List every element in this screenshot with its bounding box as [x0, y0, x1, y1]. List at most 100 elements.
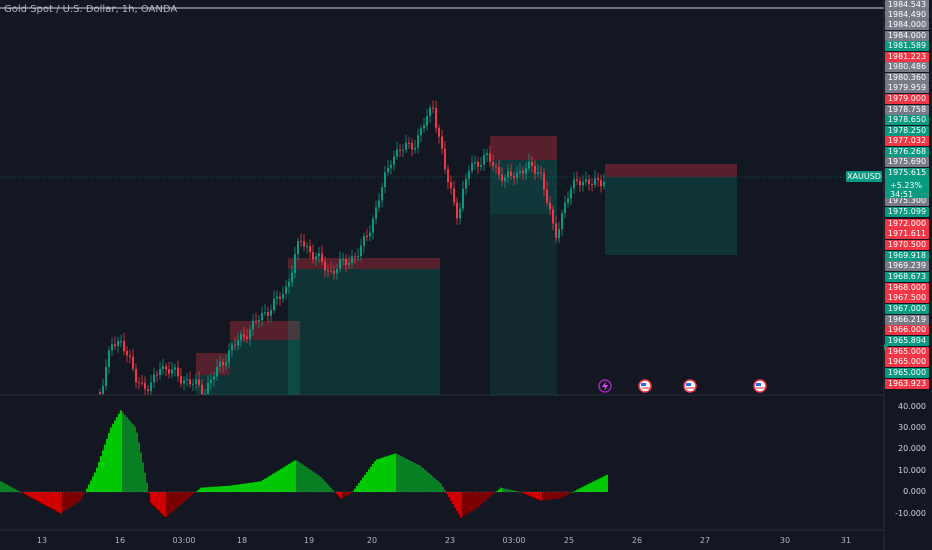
- current-change: +5.23%: [890, 181, 923, 190]
- candle-body: [534, 165, 536, 174]
- oscillator-bar: [486, 492, 488, 500]
- candle-body: [402, 149, 404, 151]
- oscillator-bar: [432, 476, 434, 492]
- position-boxes[interactable]: [196, 136, 737, 395]
- oscillator-bar: [338, 492, 340, 497]
- price-label: 1967.500: [885, 293, 929, 303]
- oscillator-bar: [218, 486, 220, 492]
- oscillator-bar: [598, 478, 600, 492]
- oscillator-bar: [340, 492, 342, 499]
- oscillator-bar: [388, 455, 390, 492]
- oscillator-bar: [266, 477, 268, 492]
- oscillator-bar: [430, 474, 432, 492]
- candle-body: [447, 169, 449, 183]
- current-price-label: 1975.615: [885, 168, 929, 198]
- oscillator-bar: [32, 492, 34, 499]
- oscillator-bar: [150, 492, 152, 503]
- candle-body: [603, 182, 605, 187]
- candle-body: [330, 270, 332, 272]
- candle-body: [108, 350, 110, 367]
- oscillator-bar: [42, 492, 44, 504]
- oscillator-bar: [260, 481, 262, 492]
- oscillator-bar: [488, 492, 490, 499]
- candle-body: [180, 376, 182, 384]
- candle-body: [264, 312, 266, 314]
- price-label: 1975.300: [885, 196, 929, 206]
- us-flag-icon[interactable]: [683, 379, 697, 393]
- oscillator-bar: [446, 492, 448, 494]
- oscillator-bar: [50, 492, 52, 509]
- candle-body: [138, 382, 140, 384]
- oscillator-bar: [474, 492, 476, 510]
- oscillator-bar: [96, 467, 98, 492]
- us-flag-icon[interactable]: [753, 379, 767, 393]
- oscillator-bar: [220, 486, 222, 492]
- candle-body: [198, 379, 200, 385]
- oscillator-bar: [210, 486, 212, 492]
- position-target-zone[interactable]: [196, 375, 230, 395]
- oscillator-bar: [594, 480, 596, 492]
- position-target-zone[interactable]: [490, 214, 557, 395]
- candle-body: [342, 258, 344, 260]
- oscillator-bar: [104, 444, 106, 492]
- oscillator-bar: [166, 492, 168, 517]
- oscillator-bar: [170, 492, 172, 514]
- oscillator-bar: [160, 492, 162, 513]
- candle-body: [471, 163, 473, 171]
- candle-body: [576, 179, 578, 181]
- position-target-zone[interactable]: [288, 269, 440, 395]
- oscillator-bar: [154, 492, 156, 507]
- oscillator-bar: [320, 476, 322, 492]
- oscillator-bar: [468, 492, 470, 514]
- oscillator-bar: [464, 492, 466, 516]
- oscillator-bar: [4, 483, 6, 492]
- position-stop-zone[interactable]: [490, 136, 557, 160]
- oscillator-bar: [168, 492, 170, 516]
- position-stop-zone[interactable]: [288, 258, 440, 269]
- candle-body: [543, 173, 545, 190]
- oscillator-bar: [324, 481, 326, 492]
- lightning-icon[interactable]: [598, 379, 612, 393]
- candle-body: [228, 350, 230, 363]
- oscillator-bar: [424, 469, 426, 492]
- oscillator-bar: [94, 472, 96, 492]
- oscillator-bar: [436, 479, 438, 492]
- oscillator-bar: [554, 492, 556, 500]
- oscillator-bar: [342, 492, 344, 498]
- oscillator-bar: [372, 463, 374, 492]
- oscillator-bar: [82, 492, 84, 497]
- oscillator-bar: [586, 484, 588, 492]
- position-target-zone[interactable]: [605, 177, 737, 255]
- candle-body: [399, 149, 401, 151]
- oscillator-bar: [46, 492, 48, 506]
- position-stop-zone[interactable]: [230, 321, 300, 340]
- candle-body: [585, 179, 587, 182]
- oscillator-bar: [286, 465, 288, 492]
- price-label: 1977.032: [885, 136, 929, 146]
- position-stop-zone[interactable]: [196, 353, 230, 375]
- oscillator-bar: [366, 472, 368, 492]
- oscillator-bar: [560, 492, 562, 499]
- candle-body: [507, 171, 509, 178]
- candles-layer: [99, 100, 605, 395]
- oscillator-bar: [146, 482, 148, 492]
- position-target-zone[interactable]: [230, 340, 300, 395]
- oscillator-bar: [576, 489, 578, 492]
- oscillator-bar: [456, 492, 458, 511]
- oscillator-bar: [348, 492, 350, 496]
- oscillator-bar: [202, 487, 204, 492]
- us-flag-icon[interactable]: [638, 379, 652, 393]
- position-stop-zone[interactable]: [605, 164, 737, 177]
- oscillator-bar: [174, 492, 176, 511]
- candle-body: [393, 156, 395, 165]
- oscillator-bar: [256, 481, 258, 492]
- oscillator-bar: [524, 492, 526, 494]
- time-label: 13: [36, 536, 48, 545]
- oscillator-bar: [442, 486, 444, 492]
- candle-body: [234, 344, 236, 346]
- candle-body: [579, 180, 581, 186]
- oscillator-bar: [462, 492, 464, 517]
- candle-body: [498, 166, 500, 175]
- position-target-zone[interactable]: [490, 160, 557, 214]
